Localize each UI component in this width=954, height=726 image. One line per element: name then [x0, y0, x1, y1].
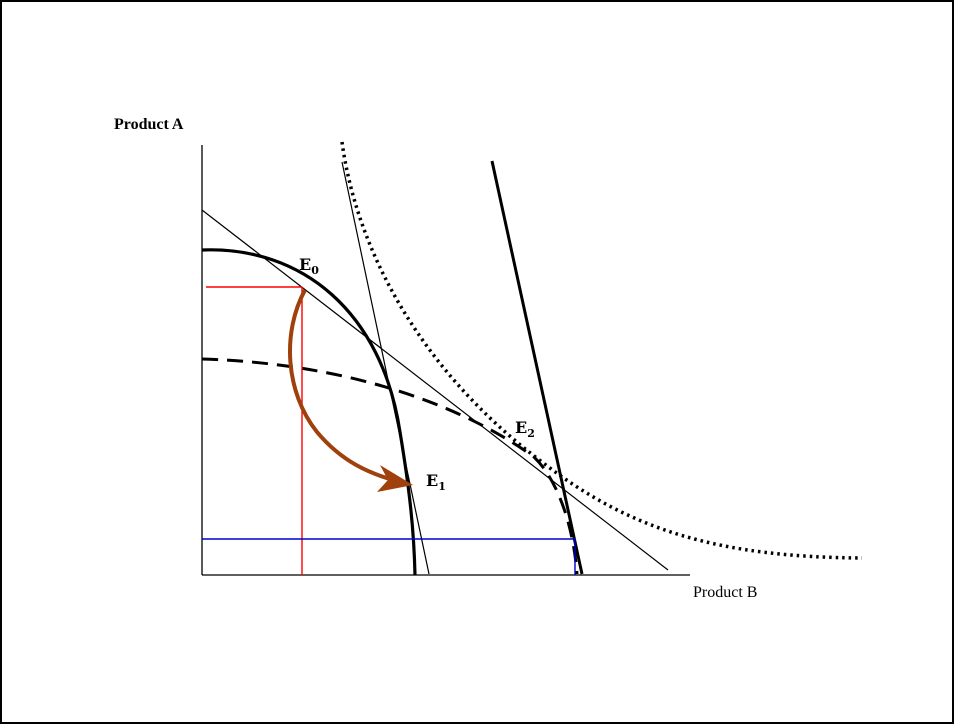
label-e2: E2: [515, 418, 535, 440]
movement-arrow: [288, 289, 405, 486]
y-axis-label: Product A: [114, 116, 184, 133]
arrowhead-icon: [377, 465, 413, 492]
label-e0: E0: [299, 255, 319, 277]
label-e1: E1: [426, 471, 446, 493]
price-line-e1: [341, 161, 430, 575]
steep-line-e2: [490, 160, 584, 575]
price-line-e0-e2: [201, 209, 669, 571]
indifference-curve-dotted: [340, 141, 863, 560]
ppf-original: [201, 248, 417, 576]
ppf-shifted-dashed: [201, 357, 579, 575]
x-axis-label: Product B: [693, 584, 757, 601]
